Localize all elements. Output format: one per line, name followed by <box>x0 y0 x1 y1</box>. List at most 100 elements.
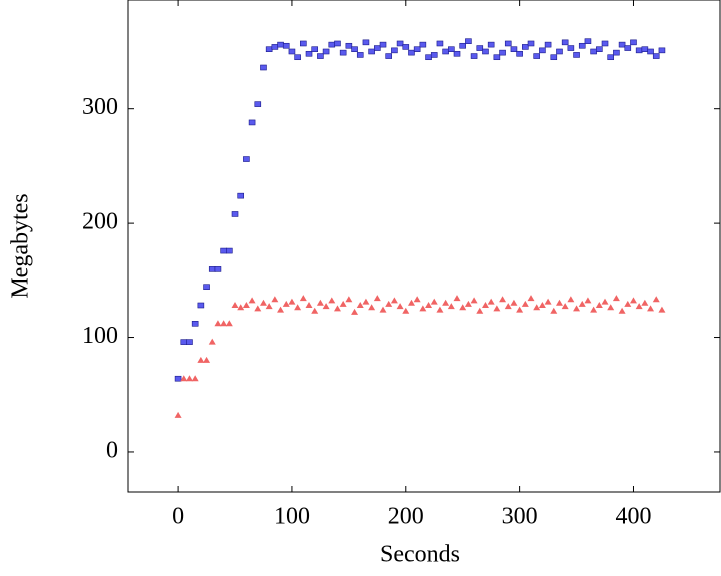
point <box>584 297 592 304</box>
point <box>254 305 262 312</box>
point <box>539 47 546 54</box>
point <box>316 299 324 306</box>
point <box>590 48 597 55</box>
point <box>470 53 478 59</box>
point <box>522 44 529 50</box>
point <box>595 301 603 308</box>
point <box>265 303 273 310</box>
point <box>561 39 569 46</box>
point <box>243 156 250 162</box>
point <box>641 46 649 53</box>
point <box>356 301 364 308</box>
point <box>185 375 193 382</box>
point <box>459 304 467 311</box>
point <box>544 298 552 305</box>
point <box>499 296 507 303</box>
point <box>379 41 387 48</box>
point <box>413 46 421 53</box>
point <box>299 295 307 302</box>
point <box>351 308 359 315</box>
point <box>311 307 319 314</box>
x-axis-label: Seconds <box>380 542 460 568</box>
point <box>208 266 216 272</box>
point <box>180 375 188 382</box>
point <box>260 64 267 71</box>
point <box>174 375 182 382</box>
y-tick-label: 0 <box>106 437 118 463</box>
point <box>487 41 495 48</box>
point <box>533 304 541 311</box>
point <box>237 192 245 199</box>
point <box>288 48 296 55</box>
point <box>339 300 347 307</box>
point <box>612 295 620 302</box>
point <box>430 298 438 305</box>
point <box>629 297 637 304</box>
point <box>402 44 410 50</box>
point <box>436 306 444 313</box>
point <box>419 41 427 48</box>
point <box>533 53 541 59</box>
point <box>282 42 290 49</box>
point <box>510 299 518 306</box>
point <box>596 46 603 53</box>
point <box>567 45 575 51</box>
point <box>436 40 444 47</box>
point <box>271 296 279 303</box>
point <box>487 298 495 305</box>
point <box>470 297 478 304</box>
point <box>459 42 467 49</box>
point <box>527 295 535 302</box>
point <box>419 305 427 312</box>
point <box>538 301 546 308</box>
point <box>174 411 182 418</box>
point <box>567 296 575 303</box>
point <box>624 300 632 307</box>
point <box>220 247 227 254</box>
point <box>499 49 506 56</box>
point <box>453 295 461 302</box>
point <box>652 53 660 59</box>
point <box>311 46 319 53</box>
point <box>231 211 239 217</box>
point <box>379 306 387 313</box>
point <box>277 41 284 48</box>
point <box>197 356 205 363</box>
point <box>573 305 581 312</box>
point <box>464 300 472 307</box>
point <box>334 40 341 47</box>
point <box>214 320 222 327</box>
point <box>345 42 353 49</box>
point <box>390 297 398 304</box>
point <box>396 303 404 310</box>
point <box>197 302 205 309</box>
point <box>465 38 472 44</box>
point <box>578 300 586 307</box>
point <box>601 40 609 47</box>
x-tick-label: 0 <box>172 504 184 530</box>
point <box>191 375 199 382</box>
point <box>550 307 558 314</box>
point <box>385 300 393 307</box>
point <box>345 296 353 303</box>
point <box>231 301 239 308</box>
point <box>328 41 336 48</box>
point <box>624 45 632 51</box>
point <box>333 305 341 312</box>
point <box>203 356 211 363</box>
point <box>186 339 193 345</box>
y-tick-label: 200 <box>82 209 118 235</box>
point <box>635 303 643 310</box>
point <box>635 47 643 54</box>
point <box>214 266 222 272</box>
point <box>504 40 512 47</box>
point <box>225 320 233 327</box>
point <box>351 46 358 53</box>
point <box>442 48 449 55</box>
point <box>521 300 529 307</box>
point <box>254 101 262 107</box>
point <box>504 303 512 310</box>
point <box>305 50 313 57</box>
point <box>339 49 347 56</box>
point <box>373 295 381 302</box>
